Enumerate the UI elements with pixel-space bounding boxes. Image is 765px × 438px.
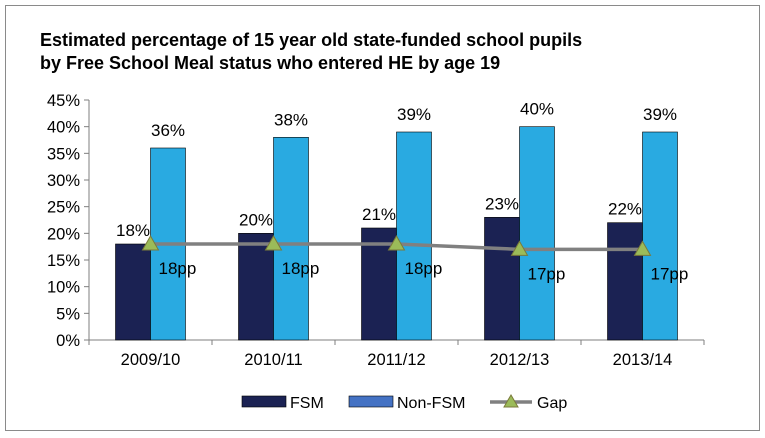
- legend: FSM Non-FSM Gap: [241, 394, 567, 412]
- axes: 0% 5% 10% 15% 20% 25% 30% 35% 40% 45% 2009/10 2010/…: [47, 92, 705, 369]
- legend-marker-gap: [503, 394, 519, 408]
- data-label-fsm: 18%: [116, 221, 150, 240]
- legend-label-gap: Gap: [537, 395, 567, 412]
- legend-label-fsm: FSM: [290, 395, 324, 412]
- y-tick-label: 20%: [47, 225, 80, 243]
- data-label-gap: 18pp: [405, 259, 443, 278]
- y-tick-label: 25%: [47, 199, 80, 217]
- chart-title: Estimated percentage of 15 year old stat…: [40, 30, 582, 73]
- data-label-non-fsm: 39%: [397, 105, 431, 124]
- data-label-non-fsm: 39%: [643, 105, 677, 124]
- bars: [115, 126, 678, 341]
- bar-non-fsm: [396, 131, 432, 341]
- data-label-gap: 17pp: [528, 264, 566, 283]
- x-tick-label: 2012/13: [490, 351, 550, 369]
- x-tick-label: 2009/10: [121, 351, 181, 369]
- data-label-gap: 18pp: [282, 259, 320, 278]
- bar-non-fsm: [273, 137, 309, 341]
- bar-non-fsm: [642, 131, 678, 341]
- bar-non-fsm: [519, 126, 555, 341]
- y-tick-label: 0%: [56, 332, 80, 350]
- data-label-fsm: 20%: [239, 210, 273, 229]
- data-label-fsm: 23%: [485, 194, 519, 213]
- y-tick-label: 40%: [47, 119, 80, 137]
- legend-swatch-fsm: [241, 395, 287, 408]
- bar-fsm: [484, 217, 520, 341]
- legend-swatch-non-fsm: [348, 395, 394, 408]
- gap-series: [141, 234, 652, 256]
- data-label-non-fsm: 40%: [520, 100, 554, 119]
- gap-marker: [387, 234, 406, 251]
- bar-fsm: [607, 222, 643, 341]
- chart-title-line-2: by Free School Meal status who entered H…: [40, 53, 500, 73]
- legend-label-non-fsm: Non-FSM: [397, 395, 465, 412]
- gap-marker: [264, 234, 283, 251]
- bar-fsm: [115, 243, 151, 341]
- x-tick-label: 2011/12: [367, 351, 425, 369]
- x-tick-label: 2010/11: [244, 351, 302, 369]
- chart-title-line-1: Estimated percentage of 15 year old stat…: [40, 30, 582, 50]
- data-label-non-fsm: 38%: [274, 110, 308, 129]
- x-tick-label: 2013/14: [613, 351, 673, 369]
- data-label-gap: 18pp: [159, 259, 197, 278]
- chart-frame: [5, 5, 760, 431]
- data-label-fsm: 21%: [362, 205, 396, 224]
- data-label-fsm: 22%: [608, 200, 642, 219]
- y-tick-label: 10%: [47, 279, 80, 297]
- bar-fsm: [238, 233, 274, 341]
- y-tick-label: 30%: [47, 172, 80, 190]
- y-tick-label: 5%: [56, 305, 80, 323]
- gap-marker: [510, 240, 529, 256]
- y-tick-label: 15%: [47, 252, 80, 270]
- gap-marker: [141, 234, 160, 251]
- y-tick-label: 45%: [47, 92, 80, 110]
- data-label-gap: 17pp: [651, 264, 689, 283]
- data-labels: 18% 36% 20% 38% 21% 39% 23% 40% 22% 39% 18pp 18pp 18…: [116, 100, 688, 284]
- data-label-non-fsm: 36%: [151, 121, 185, 140]
- gap-marker: [633, 240, 652, 256]
- y-tick-label: 35%: [47, 145, 80, 163]
